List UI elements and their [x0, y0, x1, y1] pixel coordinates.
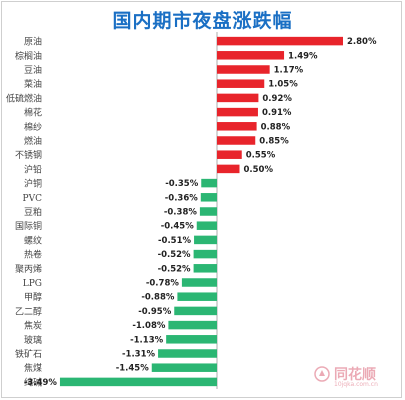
- bar: [168, 320, 217, 330]
- category-label: 棉花: [24, 107, 42, 119]
- bar: [217, 122, 257, 131]
- category-label: 低硫燃油: [6, 92, 42, 104]
- bar: [217, 150, 242, 159]
- category-label: 热卷: [24, 249, 42, 261]
- data-label: 1.05%: [268, 80, 298, 90]
- data-label: 1.17%: [274, 66, 304, 76]
- brand-logo-icon: [314, 366, 330, 382]
- data-label: -0.88%: [141, 293, 174, 303]
- bar: [217, 107, 258, 117]
- bar: [201, 178, 217, 188]
- data-label: -0.36%: [165, 193, 198, 203]
- category-label: 乙二醇: [15, 305, 42, 317]
- bar: [199, 207, 217, 216]
- bar: [166, 335, 217, 344]
- data-label: -1.31%: [122, 350, 155, 360]
- data-label: 0.55%: [246, 151, 276, 161]
- category-label: 不锈钢: [15, 149, 42, 161]
- bar: [59, 377, 218, 387]
- bar: [217, 36, 343, 46]
- data-label: -3.49%: [24, 378, 57, 388]
- category-label: 玻璃: [24, 334, 42, 346]
- category-label: LPG: [23, 279, 42, 289]
- data-label: 0.50%: [244, 165, 274, 175]
- data-label: -0.52%: [158, 264, 191, 274]
- bar: [193, 249, 217, 259]
- data-label: 0.88%: [261, 122, 291, 132]
- data-label: -0.38%: [164, 208, 197, 218]
- bar: [158, 349, 217, 358]
- bar: [196, 221, 217, 230]
- bar: [174, 306, 217, 316]
- data-label: 2.80%: [347, 37, 377, 47]
- category-label: 甲醇: [24, 291, 42, 303]
- bar: [217, 51, 285, 60]
- data-label: -0.51%: [158, 236, 191, 246]
- data-label: -0.95%: [138, 307, 171, 317]
- brand-name: 同花顺: [334, 367, 376, 383]
- chart-title: 国内期市夜盘涨跌幅: [112, 10, 293, 32]
- brand-url: 10jqka.com.cn: [334, 381, 378, 388]
- bar: [181, 278, 217, 287]
- category-label: 国际铜: [15, 220, 42, 232]
- category-label: 原油: [24, 36, 42, 48]
- category-label: 焦煤: [24, 362, 42, 374]
- data-label: 0.92%: [262, 94, 292, 104]
- bar: [217, 164, 240, 174]
- category-label: 棕榈油: [15, 50, 42, 62]
- bar: [217, 93, 259, 103]
- data-label: -0.52%: [158, 250, 191, 260]
- data-label: -0.45%: [161, 222, 194, 232]
- category-label: 沪铅: [24, 163, 42, 175]
- category-label: 沪铜: [24, 178, 42, 190]
- bar: [194, 235, 217, 245]
- bar: [217, 79, 265, 88]
- bar: [217, 65, 270, 74]
- category-label: 聚丙烯: [15, 263, 42, 275]
- data-label: 0.85%: [259, 137, 289, 147]
- category-label: 焦炭: [24, 320, 42, 332]
- data-label: -1.13%: [130, 335, 163, 345]
- bar: [217, 136, 256, 145]
- data-label: -1.08%: [132, 321, 165, 331]
- bar: [200, 193, 217, 202]
- category-label: 纯碱: [24, 376, 42, 388]
- category-label: PVC: [23, 194, 43, 204]
- bar: [177, 292, 217, 301]
- data-label: 0.91%: [262, 108, 292, 118]
- category-label: 豆粕: [24, 206, 42, 218]
- bar: [151, 363, 217, 372]
- brand-watermark: 同花顺 10jqka.com.cn: [312, 362, 402, 392]
- data-label: -0.78%: [146, 279, 179, 289]
- category-label: 燃油: [24, 135, 42, 147]
- category-label: 铁矿石: [15, 348, 42, 360]
- data-label: 1.49%: [288, 51, 318, 61]
- category-label: 豆油: [24, 64, 42, 76]
- data-label: -0.35%: [165, 179, 198, 189]
- category-label: 菜油: [24, 78, 42, 90]
- bar: [193, 264, 217, 273]
- category-label: 棉纱: [24, 121, 42, 133]
- category-label: 螺纹: [24, 234, 42, 246]
- data-label: -1.45%: [116, 364, 149, 374]
